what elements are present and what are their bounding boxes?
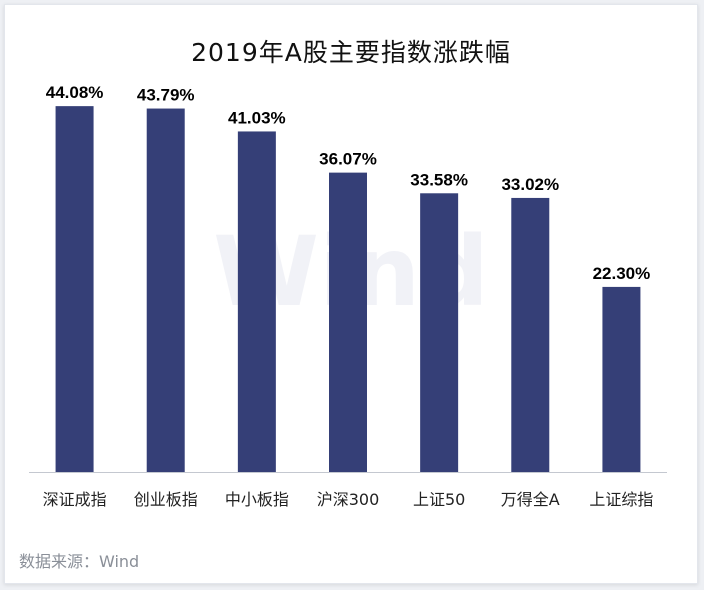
category-tick-label: 沪深300 [317, 490, 380, 509]
data-source-note: 数据来源：Wind [19, 552, 140, 571]
chart-title: 2019年A股主要指数涨跌幅 [191, 38, 511, 67]
category-tick-label: 上证50 [413, 490, 465, 509]
category-tick-label: 深证成指 [43, 490, 107, 509]
bar-value-label: 41.03% [228, 108, 286, 127]
bar-value-label: 36.07% [319, 150, 377, 169]
bar-chart: Wind44.08%深证成指43.79%创业板指41.03%中小板指36.07%… [29, 83, 667, 509]
bar [55, 106, 94, 473]
bar-value-label: 43.79% [137, 86, 195, 105]
category-tick-label: 上证综指 [589, 490, 653, 509]
bar [511, 197, 550, 472]
bar [420, 193, 459, 472]
category-tick-label: 创业板指 [134, 490, 198, 509]
bar [146, 108, 185, 472]
bar-value-label: 33.02% [501, 175, 559, 194]
bar-value-label: 44.08% [46, 83, 104, 102]
category-tick-label: 万得全A [501, 490, 560, 509]
bar [602, 286, 641, 472]
bar-value-label: 22.30% [593, 264, 651, 283]
category-tick-label: 中小板指 [225, 490, 289, 509]
chart-card: 2019年A股主要指数涨跌幅 Wind44.08%深证成指43.79%创业板指4… [4, 4, 698, 584]
bar [329, 172, 367, 472]
bar-value-label: 33.58% [410, 170, 468, 189]
bar [237, 131, 276, 472]
